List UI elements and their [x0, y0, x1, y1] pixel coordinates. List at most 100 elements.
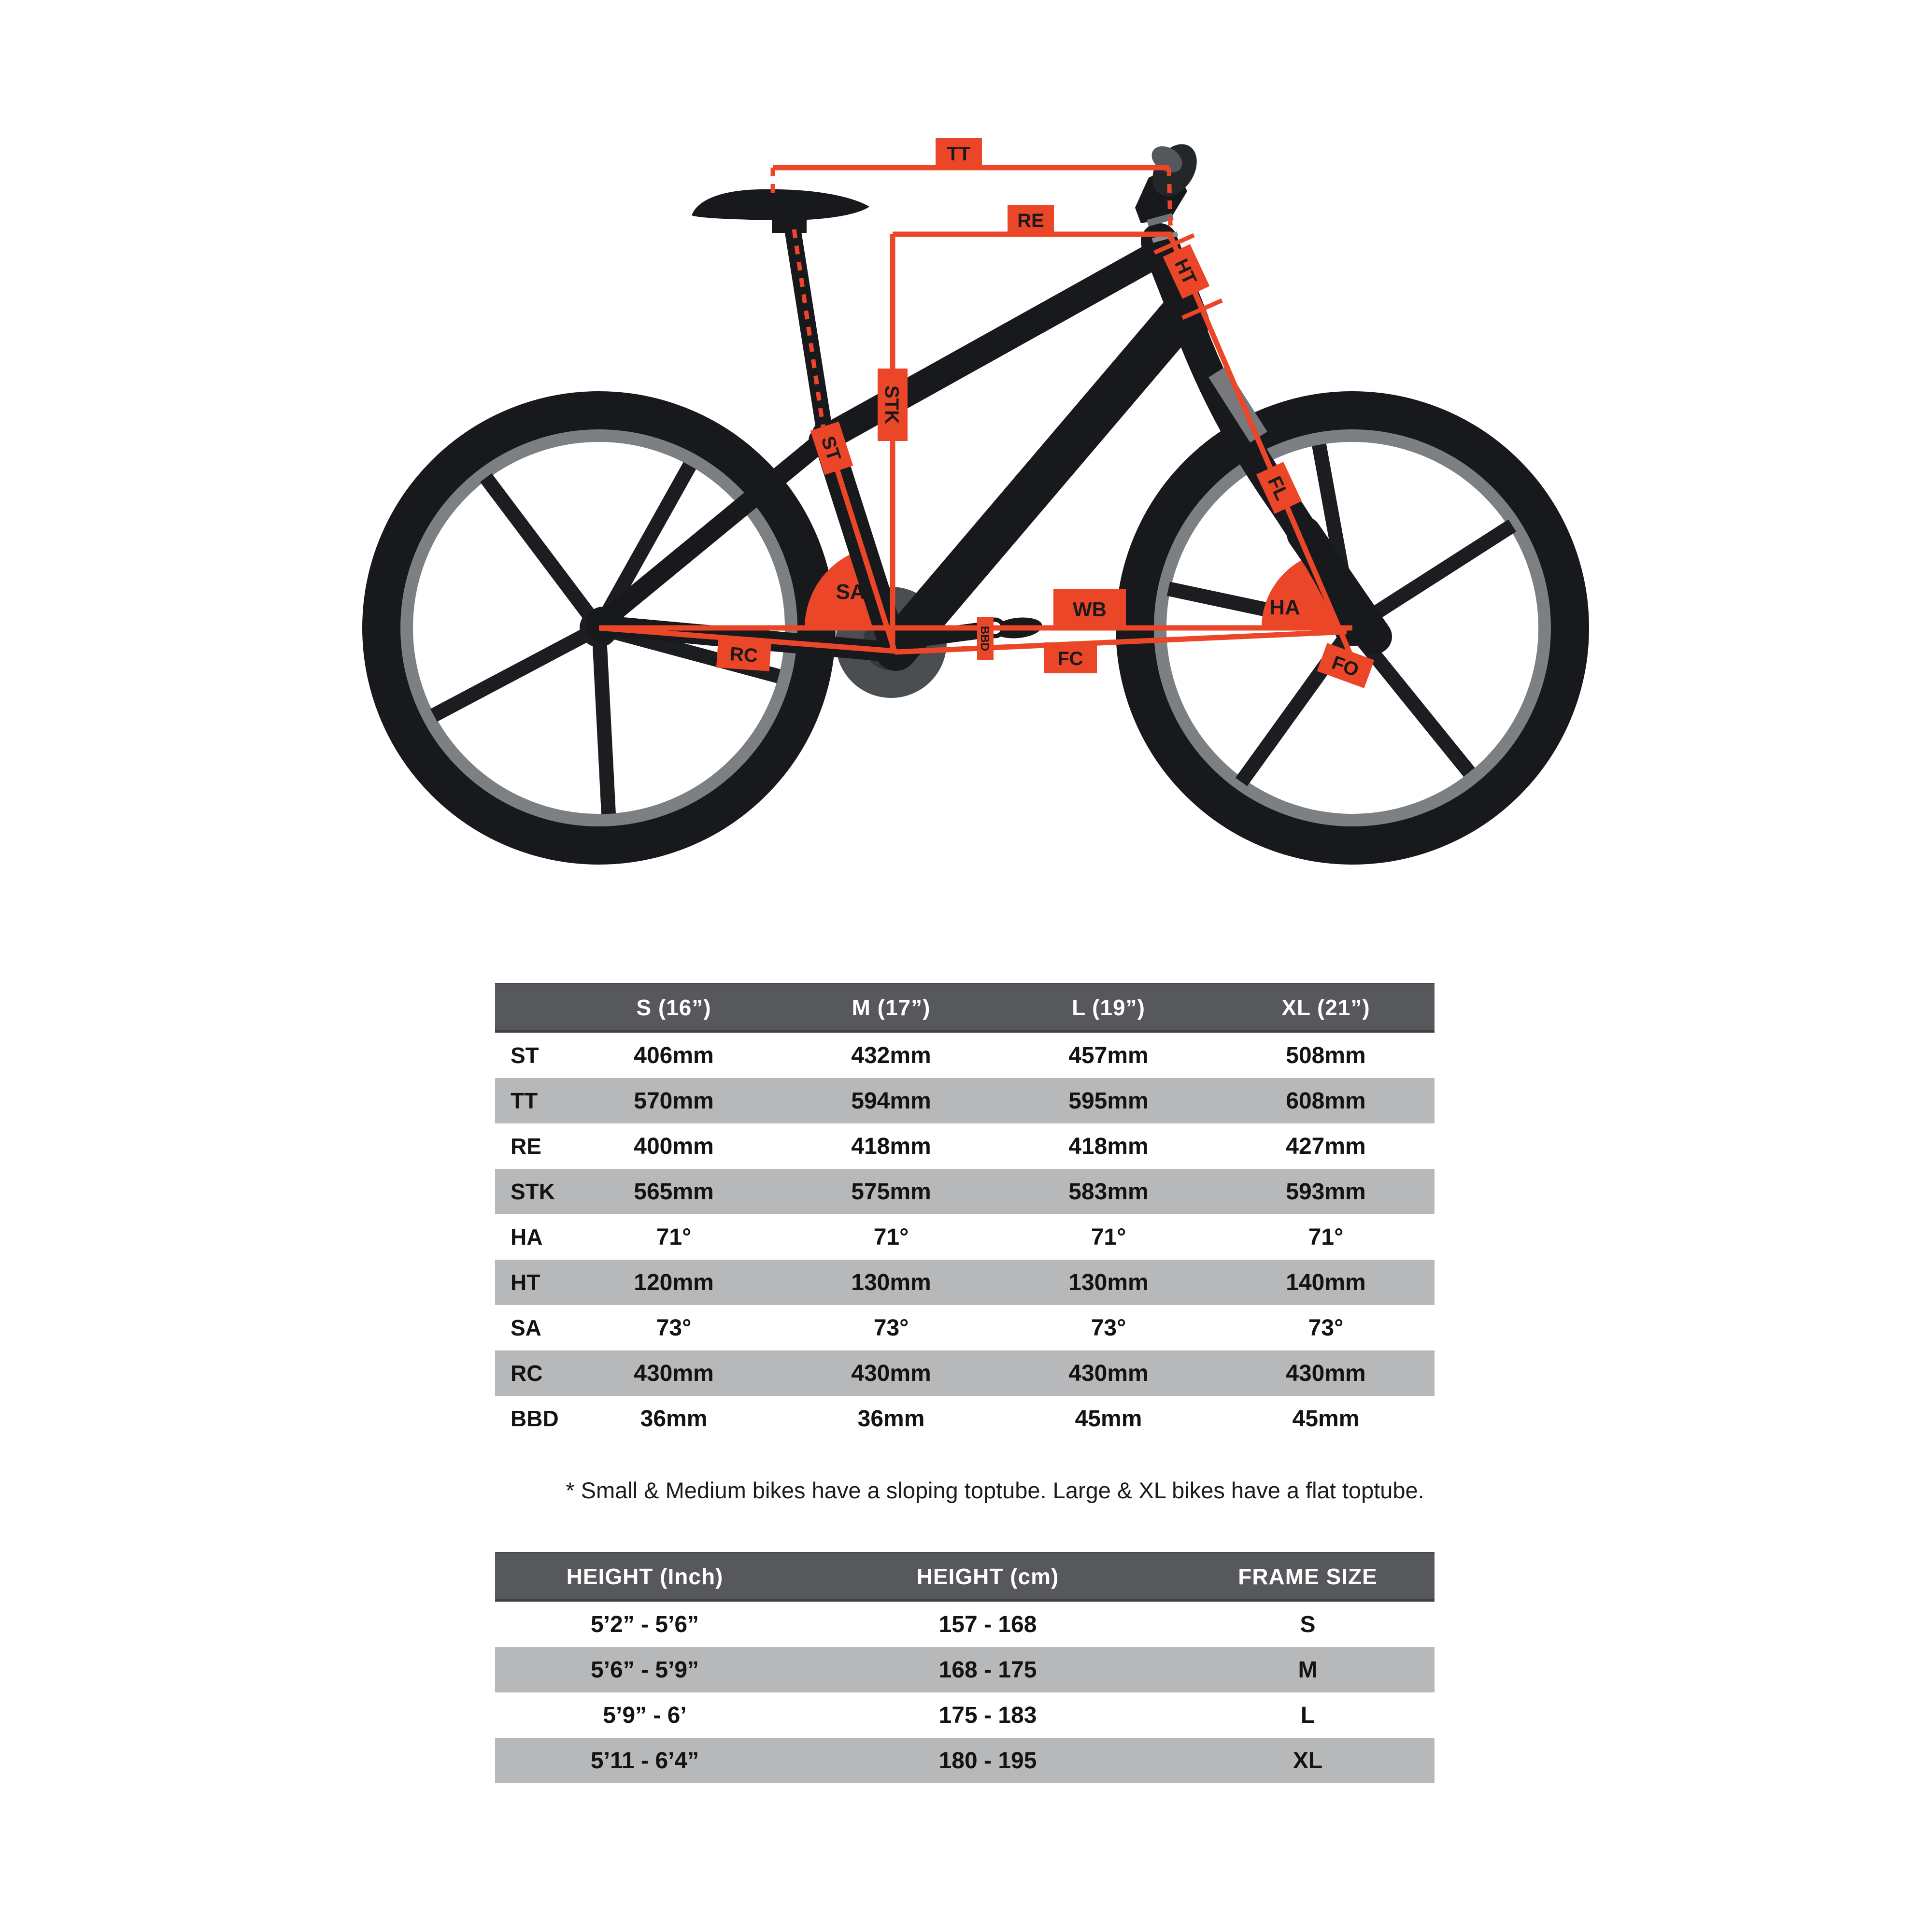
label-wb: WB [1053, 589, 1126, 628]
cell-value: 71° [656, 1224, 692, 1250]
ht-tick-top [1153, 233, 1195, 255]
cell-value: 73° [873, 1315, 909, 1341]
cell-value: 430mm [1286, 1360, 1366, 1386]
down-tube [875, 292, 1204, 671]
cell-value: 508mm [1286, 1042, 1366, 1068]
table-row: ST 406mm 432mm 457mm 508mm [495, 1033, 1435, 1078]
table-row: 5’9” - 6’ 175 - 183 L [495, 1692, 1435, 1738]
cell-value: 418mm [851, 1133, 931, 1159]
geometry-table-header: S (16”) M (17”) L (19”) XL (21”) [495, 983, 1435, 1033]
column-header: S (16”) [636, 994, 711, 1020]
frame-size: XL [1293, 1747, 1323, 1774]
cell-value: 608mm [1286, 1088, 1366, 1114]
handlebar [1135, 144, 1197, 243]
cell-value: 406mm [634, 1042, 714, 1068]
table-row: 5’11 - 6’4” 180 - 195 XL [495, 1738, 1435, 1783]
measurement-lines [598, 165, 1354, 658]
cell-value: 130mm [851, 1269, 931, 1295]
cell-value: 45mm [1292, 1406, 1360, 1432]
table-row: HT 120mm 130mm 130mm 140mm [495, 1260, 1435, 1305]
cell-value: 120mm [634, 1269, 714, 1295]
label-bbd: BBD [977, 617, 994, 660]
cell-value: 430mm [1068, 1360, 1149, 1386]
saddle [692, 189, 869, 221]
label-ht: HT [1163, 244, 1210, 299]
svg-text:RE: RE [1017, 210, 1044, 231]
row-label: HT [511, 1270, 540, 1295]
svg-text:STK: STK [881, 385, 902, 424]
row-label: RC [511, 1361, 543, 1386]
svg-text:FC: FC [1057, 648, 1083, 669]
height-inch: 5’11 - 6’4” [590, 1747, 699, 1774]
cell-value: 73° [656, 1315, 692, 1341]
table-row: RC 430mm 430mm 430mm 430mm [495, 1350, 1435, 1396]
height-inch: 5’6” - 5’9” [590, 1657, 699, 1683]
row-label: STK [511, 1179, 555, 1204]
geometry-table: S (16”) M (17”) L (19”) XL (21”) ST 406m… [495, 983, 1435, 1441]
column-header: HEIGHT (Inch) [566, 1563, 724, 1589]
label-fc: FC [1044, 642, 1097, 673]
table-row: SA 73° 73° 73° 73° [495, 1305, 1435, 1350]
label-st: ST [810, 421, 853, 475]
row-label: RE [511, 1134, 541, 1159]
tt-drop-right [1166, 167, 1173, 241]
label-stk: STK [878, 369, 908, 441]
cell-value: 418mm [1068, 1133, 1149, 1159]
svg-text:TT: TT [947, 143, 971, 165]
label-fl: FL [1256, 462, 1302, 514]
height-inch: 5’2” - 5’6” [590, 1611, 699, 1637]
label-rc: RC [716, 637, 772, 671]
table-row: HA 71° 71° 71° 71° [495, 1214, 1435, 1260]
cell-value: 432mm [851, 1042, 931, 1068]
st-dash-seatpost [792, 229, 826, 430]
svg-text:RC: RC [729, 643, 759, 667]
frame-size: L [1300, 1702, 1315, 1728]
cell-value: 565mm [634, 1179, 714, 1205]
row-label: ST [511, 1043, 539, 1068]
rider-height-table: HEIGHT (Inch) HEIGHT (cm) FRAME SIZE 5’2… [495, 1552, 1435, 1783]
svg-text:WB: WB [1073, 598, 1107, 621]
frame-size: M [1298, 1657, 1318, 1683]
cell-value: 36mm [640, 1406, 708, 1432]
cell-value: 400mm [634, 1133, 714, 1159]
svg-text:BBD: BBD [978, 626, 991, 651]
label-fo: FO [1317, 643, 1375, 688]
headset-spacer [1151, 231, 1179, 243]
height-cm: 180 - 195 [938, 1747, 1037, 1774]
seatstay [594, 432, 831, 630]
height-inch: 5’9” - 6’ [603, 1702, 687, 1728]
label-ha: HA [1269, 596, 1300, 619]
cell-value: 595mm [1068, 1088, 1149, 1114]
column-header: M (17”) [852, 994, 931, 1020]
label-re: RE [1008, 205, 1054, 235]
table-row: TT 570mm 594mm 595mm 608mm [495, 1078, 1435, 1123]
ht-tick-bottom [1181, 298, 1223, 320]
cell-value: 73° [1308, 1315, 1344, 1341]
cell-value: 570mm [634, 1088, 714, 1114]
row-label: BBD [511, 1406, 559, 1431]
table-row: 5’2” - 5’6” 157 - 168 S [495, 1602, 1435, 1647]
row-label: SA [511, 1315, 541, 1340]
cell-value: 430mm [851, 1360, 931, 1386]
fork-lower-leg [1287, 516, 1392, 654]
head-angle-wedge [1262, 558, 1339, 628]
bike-frame [585, 144, 1392, 671]
row-label: HA [511, 1224, 543, 1250]
cell-value: 130mm [1068, 1269, 1149, 1295]
measurement-labels: TT RE HT STK ST FL SA HA WB FC [716, 138, 1375, 688]
cell-value: 594mm [851, 1088, 931, 1114]
rear-dropout [585, 607, 620, 641]
height-cm: 168 - 175 [938, 1657, 1037, 1683]
st-line [824, 436, 897, 652]
cell-value: 73° [1091, 1315, 1126, 1341]
cell-value: 71° [873, 1224, 909, 1250]
fc-line [894, 629, 1347, 655]
row-label: TT [511, 1088, 538, 1113]
bike-geometry-diagram: TT RE HT STK ST FL SA HA WB FC [362, 138, 1589, 865]
column-header: L (19”) [1072, 994, 1145, 1020]
cell-value: 427mm [1286, 1133, 1366, 1159]
cell-value: 71° [1308, 1224, 1344, 1250]
cell-value: 430mm [634, 1360, 714, 1386]
label-sa: SA [836, 580, 865, 604]
cell-value: 457mm [1068, 1042, 1149, 1068]
